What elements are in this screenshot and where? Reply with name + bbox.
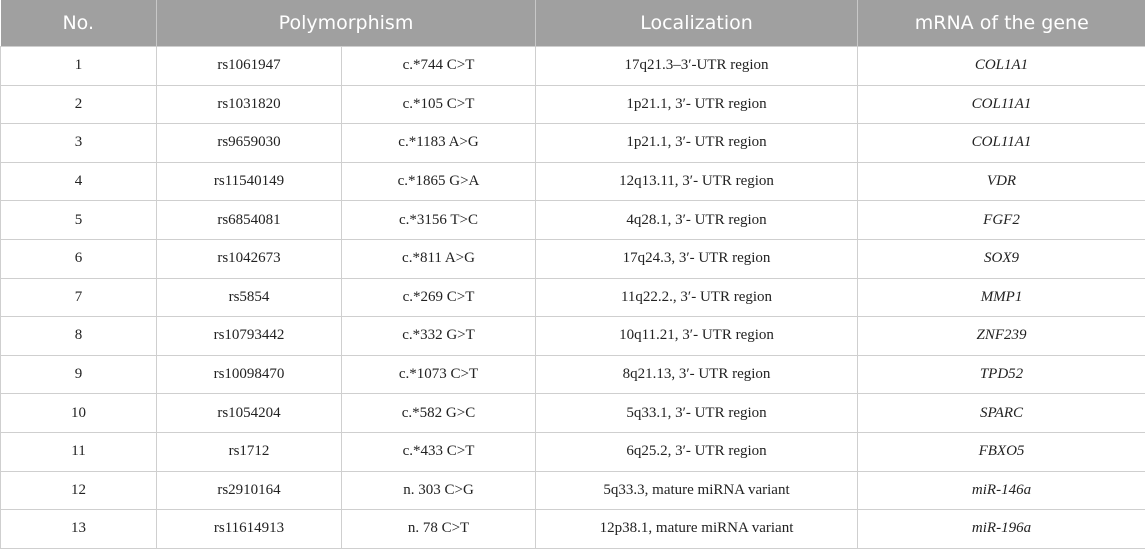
cell-gene: SOX9 bbox=[857, 238, 1145, 279]
cell-localization: 11q22.2., 3′- UTR region bbox=[535, 277, 859, 317]
table-row: 11 rs1712 c.*433 C>T 6q25.2, 3′- UTR region… bbox=[0, 431, 1145, 472]
cell-gene: COL11A1 bbox=[857, 84, 1145, 124]
cell-no: 13 bbox=[0, 509, 157, 549]
cell-localization: 5q33.3, mature miRNA variant bbox=[535, 470, 859, 510]
cell-rs-id: rs10793442 bbox=[156, 316, 342, 356]
cell-no: 1 bbox=[0, 46, 157, 86]
cell-localization: 4q28.1, 3′- UTR region bbox=[535, 200, 859, 240]
cell-rs-id: rs9659030 bbox=[156, 123, 342, 163]
cell-variant: c.*105 C>T bbox=[341, 84, 537, 124]
cell-localization: 12q13.11, 3′- UTR region bbox=[535, 161, 859, 201]
cell-localization: 8q21.13, 3′- UTR region bbox=[535, 354, 859, 394]
cell-gene: FGF2 bbox=[857, 200, 1145, 240]
table-row: 10 rs1054204 c.*582 G>C 5q33.1, 3′- UTR reg… bbox=[0, 393, 1145, 433]
cell-localization: 12p38.1, mature miRNA variant bbox=[535, 509, 859, 549]
table-row: 3 rs9659030 c.*1183 A>G 1p21.1, 3′- UTR reg… bbox=[0, 123, 1145, 163]
cell-variant: c.*744 C>T bbox=[341, 46, 537, 86]
cell-rs-id: rs1031820 bbox=[156, 84, 342, 124]
cell-no: 3 bbox=[0, 123, 157, 163]
cell-localization: 5q33.1, 3′- UTR region bbox=[535, 393, 859, 433]
table-row: 13 rs11614913 n. 78 C>T 12p38.1, mature miR… bbox=[0, 509, 1145, 549]
cell-rs-id: rs1061947 bbox=[156, 46, 342, 86]
cell-gene: miR-146a bbox=[857, 470, 1145, 510]
table-row: 6 rs1042673 c.*811 A>G 17q24.3, 3′- UTR reg… bbox=[0, 238, 1145, 279]
cell-variant: c.*332 G>T bbox=[341, 316, 537, 356]
cell-rs-id: rs6854081 bbox=[156, 200, 342, 240]
cell-rs-id: rs2910164 bbox=[156, 470, 342, 510]
table-row: 4 rs11540149 c.*1865 G>A 12q13.11, 3′- UTR … bbox=[0, 161, 1145, 201]
cell-no: 2 bbox=[0, 84, 157, 124]
cell-no: 7 bbox=[0, 277, 157, 317]
cell-gene: SPARC bbox=[857, 393, 1145, 433]
cell-gene: VDR bbox=[857, 161, 1145, 201]
cell-variant: c.*1865 G>A bbox=[341, 161, 537, 201]
cell-rs-id: rs11614913 bbox=[156, 509, 342, 549]
cell-rs-id: rs1054204 bbox=[156, 393, 342, 433]
cell-rs-id: rs5854 bbox=[156, 277, 342, 317]
cell-rs-id: rs11540149 bbox=[156, 161, 342, 201]
cell-localization: 1p21.1, 3′- UTR region bbox=[535, 123, 859, 163]
cell-no: 4 bbox=[0, 161, 157, 201]
cell-variant: n. 78 C>T bbox=[341, 509, 537, 549]
cell-gene: TPD52 bbox=[857, 354, 1145, 394]
cell-localization: 10q11.21, 3′- UTR region bbox=[535, 316, 859, 356]
cell-variant: c.*433 C>T bbox=[341, 431, 537, 472]
cell-gene: ZNF239 bbox=[857, 316, 1145, 356]
cell-no: 5 bbox=[0, 200, 157, 240]
table-row: 12 rs2910164 n. 303 C>G 5q33.3, mature miRN… bbox=[0, 470, 1145, 510]
table-row: 2 rs1031820 c.*105 C>T 1p21.1, 3′- UTR regi… bbox=[0, 84, 1145, 124]
cell-rs-id: rs1042673 bbox=[156, 238, 342, 279]
cell-rs-id: rs1712 bbox=[156, 431, 342, 472]
header-row: No. Polymorphism Localization mRNA of th… bbox=[0, 0, 1145, 47]
cell-localization: 17q24.3, 3′- UTR region bbox=[535, 238, 859, 279]
table-row: 5 rs6854081 c.*3156 T>C 4q28.1, 3′- UTR reg… bbox=[0, 200, 1145, 240]
cell-no: 8 bbox=[0, 316, 157, 356]
cell-gene: FBXO5 bbox=[857, 431, 1145, 472]
header-localization: Localization bbox=[535, 0, 859, 47]
cell-variant: c.*3156 T>C bbox=[341, 200, 537, 240]
cell-gene: COL11A1 bbox=[857, 123, 1145, 163]
cell-variant: c.*1183 A>G bbox=[341, 123, 537, 163]
cell-variant: c.*1073 C>T bbox=[341, 354, 537, 394]
cell-localization: 17q21.3–3′-UTR region bbox=[535, 46, 859, 86]
table-row: 9 rs10098470 c.*1073 C>T 8q21.13, 3′- UTR r… bbox=[0, 354, 1145, 394]
table-header: No. Polymorphism Localization mRNA of th… bbox=[0, 0, 1145, 47]
table-body: 1 rs1061947 c.*744 C>T 17q21.3–3′-UTR regio… bbox=[0, 46, 1145, 549]
table-row: 1 rs1061947 c.*744 C>T 17q21.3–3′-UTR regio… bbox=[0, 46, 1145, 86]
cell-gene: MMP1 bbox=[857, 277, 1145, 317]
cell-no: 10 bbox=[0, 393, 157, 433]
table-row: 8 rs10793442 c.*332 G>T 10q11.21, 3′- UTR r… bbox=[0, 316, 1145, 356]
cell-localization: 6q25.2, 3′- UTR region bbox=[535, 431, 859, 472]
cell-gene: COL1A1 bbox=[857, 46, 1145, 86]
cell-no: 9 bbox=[0, 354, 157, 394]
header-mrna: mRNA of the gene bbox=[857, 0, 1145, 47]
table-row: 7 rs5854 c.*269 C>T 11q22.2., 3′- UTR regio… bbox=[0, 277, 1145, 317]
cell-variant: c.*582 G>C bbox=[341, 393, 537, 433]
cell-rs-id: rs10098470 bbox=[156, 354, 342, 394]
cell-no: 11 bbox=[0, 431, 157, 472]
header-no: No. bbox=[0, 0, 157, 47]
cell-variant: n. 303 C>G bbox=[341, 470, 537, 510]
header-polymorphism: Polymorphism bbox=[156, 0, 537, 47]
cell-no: 6 bbox=[0, 238, 157, 279]
cell-variant: c.*269 C>T bbox=[341, 277, 537, 317]
cell-no: 12 bbox=[0, 470, 157, 510]
cell-localization: 1p21.1, 3′- UTR region bbox=[535, 84, 859, 124]
cell-variant: c.*811 A>G bbox=[341, 238, 537, 279]
cell-gene: miR-196a bbox=[857, 509, 1145, 549]
